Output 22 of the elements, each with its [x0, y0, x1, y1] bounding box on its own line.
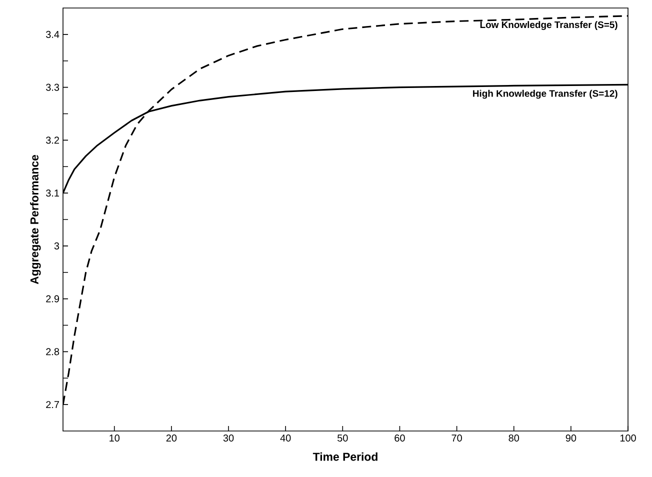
- x-tick-label: 70: [452, 434, 462, 442]
- x-tick-label: 20: [166, 434, 177, 442]
- x-tick-label: 90: [566, 434, 576, 442]
- y-tick-label: 2.7: [46, 401, 59, 408]
- y-tick-label: 2.8: [46, 348, 60, 356]
- x-tick-label: 40: [280, 434, 291, 442]
- x-axis-title: Time Period: [312, 452, 378, 461]
- x-tick-label: 10: [110, 434, 120, 442]
- y-tick-label: 3: [54, 242, 60, 250]
- y-tick-label: 2.9: [46, 295, 60, 302]
- series-label: Low Knowledge Transfer (S=5): [480, 21, 618, 30]
- y-axis-title: Aggregate Performance: [30, 154, 41, 284]
- series-label: High Knowledge Transfer (S=12): [473, 90, 618, 99]
- y-tick-label: 3.3: [46, 84, 60, 91]
- x-tick-label: 60: [394, 434, 405, 442]
- y-tick-label: 3.1: [46, 190, 60, 197]
- x-tick-label: 50: [338, 434, 348, 442]
- x-tick-label: 30: [223, 434, 234, 442]
- y-tick-label: 3.4: [46, 30, 60, 38]
- x-tick-label: 100: [620, 434, 636, 442]
- x-tick-label: 80: [508, 434, 520, 442]
- y-tick-label: 3.2: [46, 136, 59, 144]
